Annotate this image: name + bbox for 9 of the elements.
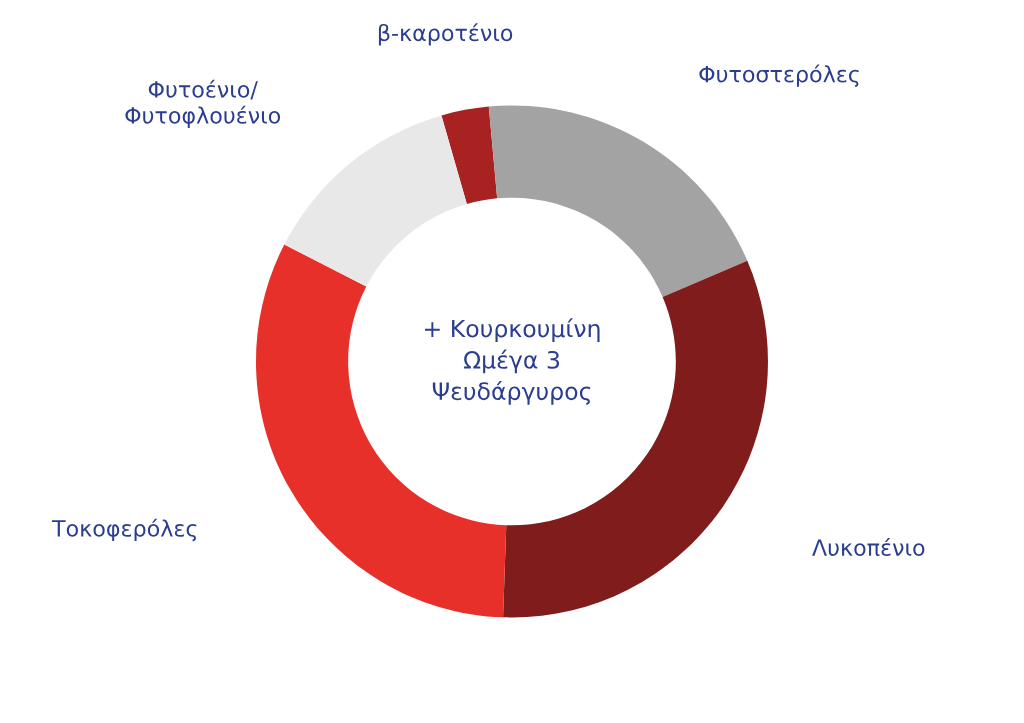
- text: + Κουρκουμίνη Ωμέγα 3 Ψευδάργυρος: [424, 318, 600, 405]
- slice-label: Τοκοφερόλες: [51, 518, 197, 542]
- slice-label: Φυτοστερόλες: [699, 64, 859, 87]
- donut-slice: [284, 115, 467, 287]
- slice-label: Λυκοπένιο: [812, 537, 925, 557]
- slice-label: β-καροτένιο: [378, 23, 513, 46]
- donut-slice: [441, 106, 498, 205]
- donut-slice: [488, 105, 748, 297]
- slice-label: Φυτοένιο/ Φυτοφλουένιο: [125, 79, 281, 129]
